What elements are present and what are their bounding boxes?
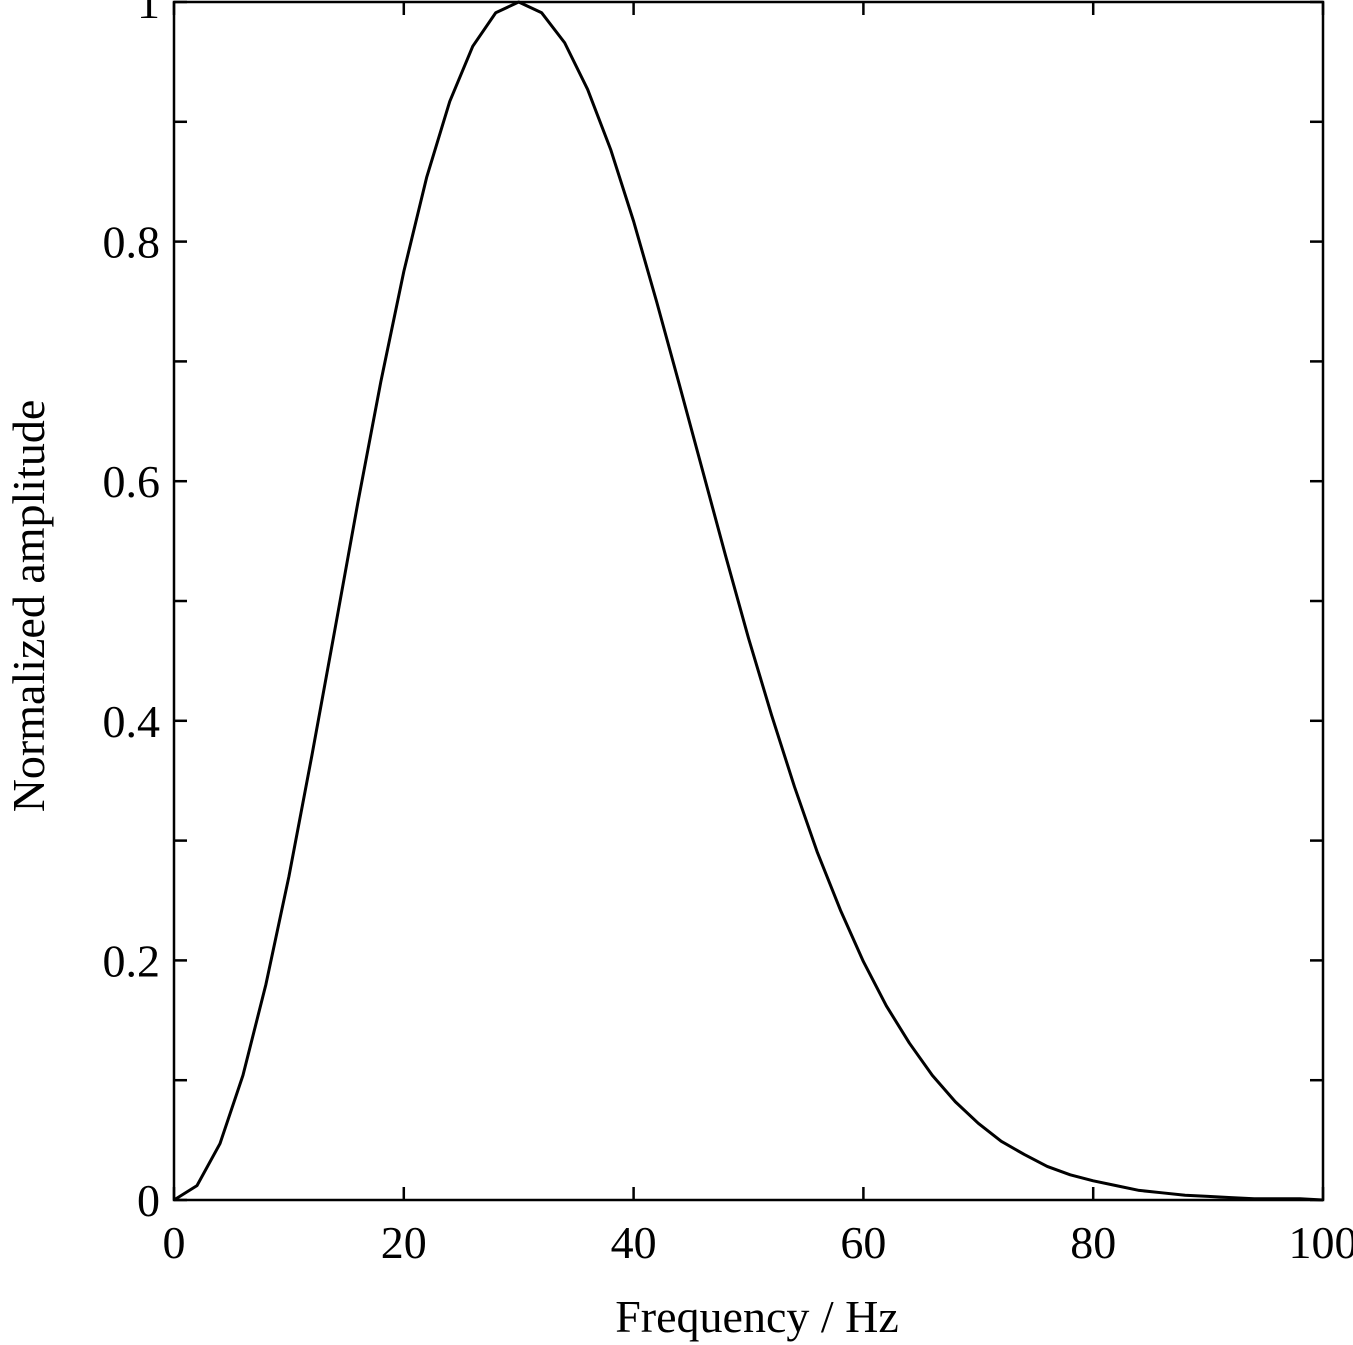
y-tick-label: 1 bbox=[137, 0, 160, 28]
y-tick-label: 0 bbox=[137, 1175, 160, 1226]
x-tick-label: 0 bbox=[163, 1217, 186, 1268]
y-tick-label: 0.6 bbox=[103, 456, 161, 507]
x-tick-label: 60 bbox=[840, 1217, 886, 1268]
x-axis-label: Frequency / Hz bbox=[615, 1291, 899, 1342]
plot-frame bbox=[172, 0, 1325, 1202]
x-tick-label: 20 bbox=[381, 1217, 427, 1268]
line bbox=[173, 0, 1324, 1202]
y-tick-label: 0.8 bbox=[103, 217, 161, 268]
x-tick-label: 80 bbox=[1070, 1217, 1116, 1268]
y-tick-label: 0.2 bbox=[103, 935, 161, 986]
y-tick-label: 0.4 bbox=[103, 696, 161, 747]
x-tick-label: 40 bbox=[611, 1217, 657, 1268]
y-axis-label: Normalized amplitude bbox=[3, 400, 54, 813]
x-tick-label: 100 bbox=[1289, 1217, 1353, 1268]
